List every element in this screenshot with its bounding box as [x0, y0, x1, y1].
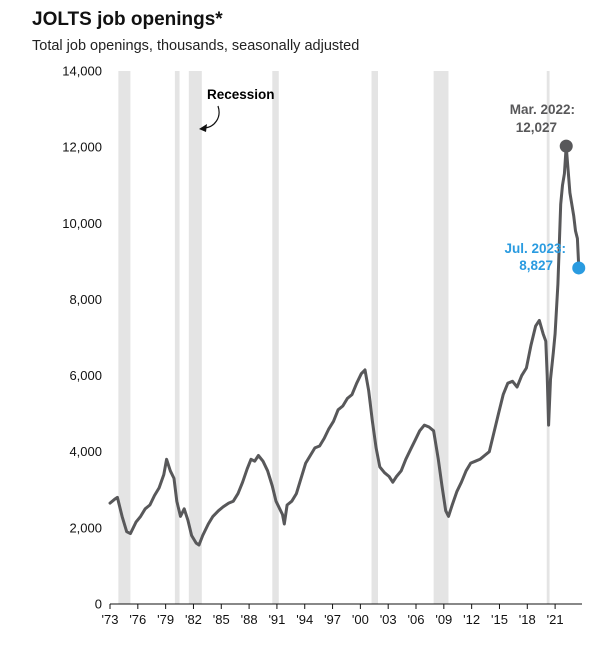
y-tick-label: 14,000	[62, 64, 102, 79]
y-tick-label: 2,000	[69, 520, 102, 535]
x-tick-label: '06	[408, 612, 425, 627]
latest-annotation-label: Jul. 2023:	[504, 241, 566, 256]
x-tick-label: '97	[324, 612, 341, 627]
peak-marker	[559, 139, 573, 153]
recession-band-7	[546, 71, 550, 604]
x-tick-label: '88	[241, 612, 258, 627]
x-tick-label: '73	[102, 612, 119, 627]
x-tick-label: '03	[380, 612, 397, 627]
x-tick-label: '09	[435, 612, 452, 627]
x-tick-label: '85	[213, 612, 230, 627]
x-axis: '73 '76 '79 '82 '85 '88 '91 '94 '97 '00 '03 '06 '09 '…	[102, 604, 564, 627]
y-tick-label: 12,000	[62, 140, 102, 155]
y-tick-label: 0	[95, 597, 102, 612]
x-tick-label: '79	[157, 612, 174, 627]
peak-annotation-label: Mar. 2022:	[510, 102, 575, 117]
recession-band-5	[371, 71, 378, 604]
series-line-job-openings	[108, 144, 581, 547]
recession-band-1	[118, 71, 131, 604]
recession-arrowhead-icon	[199, 124, 207, 132]
y-tick-label: 10,000	[62, 216, 102, 231]
x-tick-label: '12	[463, 612, 480, 627]
latest-annotation-value: 8,827	[519, 258, 553, 273]
chart-subtitle: Total job openings, thousands, seasonall…	[32, 38, 360, 54]
y-tick-label: 6,000	[69, 368, 102, 383]
recession-band-4	[272, 71, 279, 604]
y-axis: 0 2,000 4,000 6,000 8,000 10,000 12,000 14,000	[62, 64, 102, 612]
recession-band-6	[433, 71, 449, 604]
peak-annotation-value: 12,027	[516, 120, 557, 135]
x-tick-label: '91	[268, 612, 285, 627]
x-tick-label: '15	[491, 612, 508, 627]
recession-legend-label: Recession	[207, 87, 275, 102]
x-tick-label: '00	[352, 612, 369, 627]
x-tick-label: '76	[129, 612, 146, 627]
recession-band-2	[174, 71, 180, 604]
x-tick-label: '94	[296, 612, 313, 627]
x-tick-label: '21	[547, 612, 564, 627]
latest-marker	[572, 261, 586, 275]
x-tick-label: '18	[519, 612, 536, 627]
y-tick-label: 8,000	[69, 292, 102, 307]
x-tick-label: '82	[185, 612, 202, 627]
chart-title: JOLTS job openings*	[32, 9, 223, 30]
y-tick-label: 4,000	[69, 444, 102, 459]
recession-band-3	[188, 71, 202, 604]
recession-bands	[118, 71, 550, 604]
recession-arrow-icon	[204, 105, 220, 129]
